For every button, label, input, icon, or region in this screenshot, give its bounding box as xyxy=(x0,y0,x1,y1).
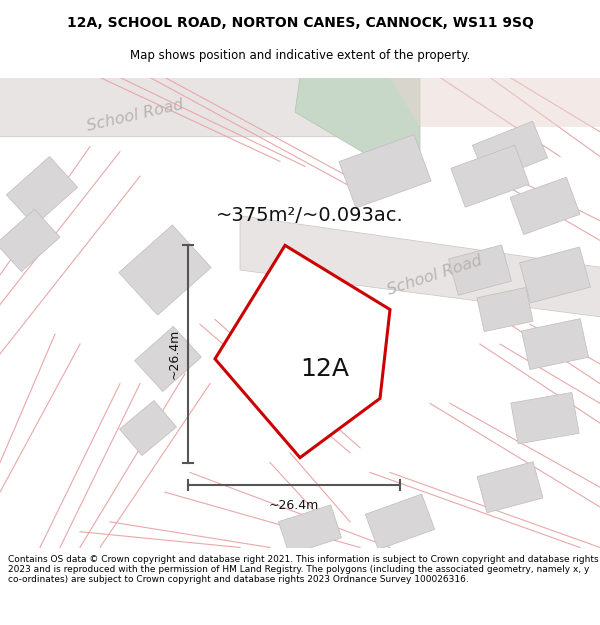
Polygon shape xyxy=(449,245,511,295)
Polygon shape xyxy=(339,134,431,208)
Polygon shape xyxy=(278,505,341,554)
Polygon shape xyxy=(7,156,77,226)
Text: ~375m²/~0.093ac.: ~375m²/~0.093ac. xyxy=(216,206,404,225)
Text: 12A, SCHOOL ROAD, NORTON CANES, CANNOCK, WS11 9SQ: 12A, SCHOOL ROAD, NORTON CANES, CANNOCK,… xyxy=(67,16,533,30)
Polygon shape xyxy=(240,216,600,319)
Polygon shape xyxy=(119,401,176,456)
Text: Contains OS data © Crown copyright and database right 2021. This information is : Contains OS data © Crown copyright and d… xyxy=(8,554,599,584)
Polygon shape xyxy=(511,392,579,444)
Polygon shape xyxy=(119,225,211,315)
Text: ~26.4m: ~26.4m xyxy=(269,499,319,511)
Polygon shape xyxy=(477,288,533,332)
Polygon shape xyxy=(477,462,543,512)
Polygon shape xyxy=(472,121,548,182)
Text: School Road: School Road xyxy=(386,253,484,298)
Polygon shape xyxy=(451,145,529,208)
Text: School Road: School Road xyxy=(85,97,185,134)
Polygon shape xyxy=(0,68,390,137)
Text: Map shows position and indicative extent of the property.: Map shows position and indicative extent… xyxy=(130,49,470,62)
Polygon shape xyxy=(275,315,365,403)
Text: 12A: 12A xyxy=(301,357,349,381)
Polygon shape xyxy=(295,78,420,156)
Polygon shape xyxy=(365,494,434,549)
Polygon shape xyxy=(520,247,590,303)
Polygon shape xyxy=(134,326,202,391)
Polygon shape xyxy=(510,177,580,234)
Text: ~26.4m: ~26.4m xyxy=(167,329,181,379)
Polygon shape xyxy=(0,209,60,271)
Polygon shape xyxy=(521,319,589,369)
Polygon shape xyxy=(390,78,600,127)
Polygon shape xyxy=(215,246,390,458)
